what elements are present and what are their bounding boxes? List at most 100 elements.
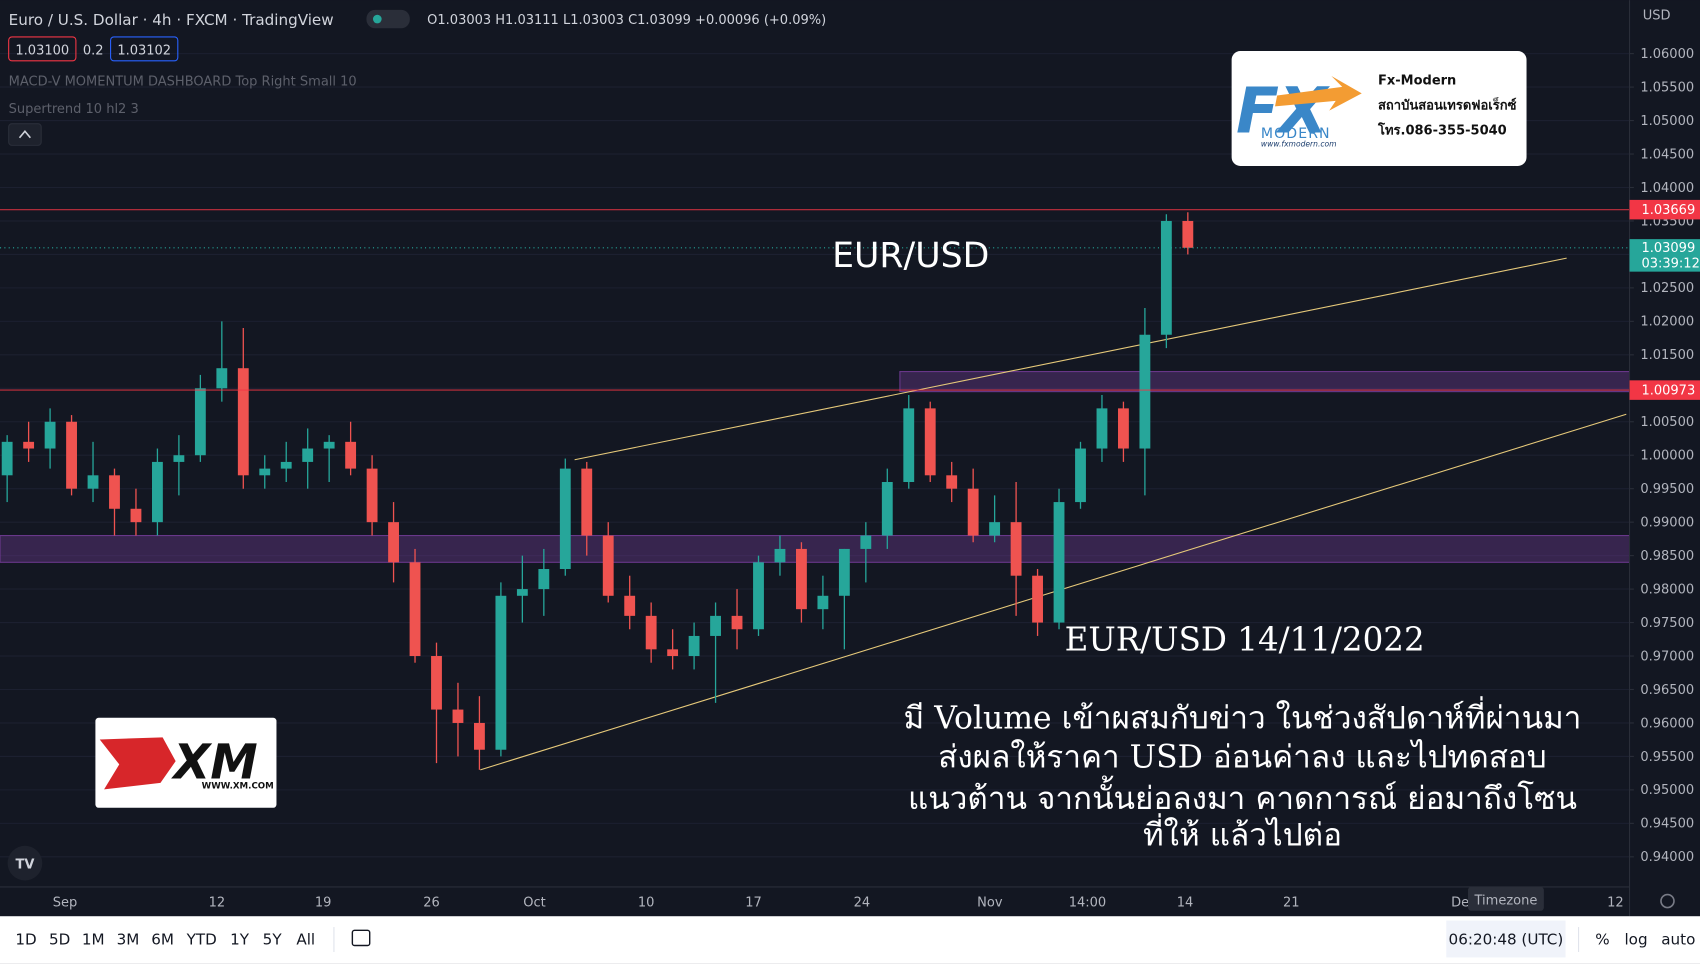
y-tick-label: 0.96500	[1640, 683, 1694, 698]
x-tick-label: 26	[423, 895, 440, 910]
y-tick-label: 1.06000	[1640, 47, 1694, 62]
price-tag	[1629, 380, 1700, 400]
time-axis: Sep 12 19 26 Oct 10 17 24 Nov 14:00 14 21 Dec 12	[53, 895, 1624, 910]
candle-body	[710, 615, 721, 636]
candle-body	[259, 468, 271, 476]
candle-body	[860, 535, 872, 549]
y-tick-label: 1.01500	[1640, 348, 1694, 363]
buy-button[interactable]	[110, 36, 179, 62]
candle-body	[989, 522, 1001, 536]
candle-body	[1, 441, 13, 476]
xm-url: WWW.XM.COM	[202, 781, 274, 791]
x-tick-label: 17	[745, 895, 762, 910]
annotation-date: EUR/USD 14/11/2022	[1065, 621, 1425, 659]
candle-body	[1182, 220, 1194, 248]
candle-body	[345, 441, 357, 469]
candle-body	[1160, 220, 1172, 335]
tv-logo[interactable]	[7, 845, 43, 881]
annotation-line: แนวต้าน จากนั้นย่อลงมา คาดการณ์ ย่อมาถึง…	[908, 775, 1577, 817]
range-button[interactable]: 5Y	[263, 930, 283, 948]
range-button[interactable]: 1D	[15, 930, 36, 948]
indicator[interactable]: Supertrend 10 hl2 3	[9, 102, 139, 117]
currency[interactable]: USD	[1643, 9, 1671, 24]
range-button[interactable]: 1Y	[230, 930, 250, 948]
indicator[interactable]: MACD-V MOMENTUM DASHBOARD Top Right Smal…	[9, 75, 357, 90]
x-tick-label: 19	[315, 895, 332, 910]
candle-body	[1075, 448, 1086, 503]
candle-body	[1032, 575, 1043, 623]
axis-option[interactable]: auto	[1661, 930, 1695, 948]
date-range-icon[interactable]	[351, 929, 371, 947]
candle-body	[87, 475, 99, 489]
candle-body	[152, 461, 163, 523]
candle-body	[602, 535, 614, 596]
axis-option[interactable]: %	[1595, 930, 1609, 948]
clock-box[interactable]	[1446, 920, 1566, 958]
y-tick-label: 0.98000	[1640, 582, 1694, 597]
price-tag-label: 1.03669	[1641, 203, 1695, 218]
fx-arrow	[1275, 75, 1362, 111]
candle-body	[452, 709, 464, 723]
candle-body	[216, 368, 228, 389]
x-tick-label: 12	[209, 895, 226, 910]
candle-body	[388, 522, 399, 563]
candle-body	[1053, 502, 1065, 623]
range-button[interactable]: YTD	[186, 930, 217, 948]
y-tick-label: 0.99500	[1640, 482, 1694, 497]
fx-tagline: สถาบันสอนเทรดฟอเร็กซ์	[1378, 96, 1517, 114]
sell-button[interactable]	[8, 36, 77, 62]
y-tick-label: 0.96000	[1640, 716, 1694, 731]
y-tick-label: 0.97000	[1640, 649, 1694, 664]
x-tick-label: 21	[1283, 895, 1300, 910]
market-status	[366, 9, 410, 29]
candle-body	[946, 475, 958, 489]
y-tick-label: 1.00500	[1640, 415, 1694, 430]
candle-body	[538, 569, 550, 590]
xm-mark: XM	[170, 736, 257, 791]
y-tick-label: 0.94000	[1640, 850, 1694, 865]
candle-body	[516, 589, 528, 596]
x-tick-label: Oct	[523, 895, 545, 910]
collapse-button[interactable]	[8, 123, 42, 146]
y-tick-label: 0.98500	[1640, 549, 1694, 564]
y-tick-label: 1.00000	[1640, 449, 1694, 464]
price-tag-label: 1.00973	[1641, 383, 1695, 398]
fx-logo-box	[1231, 51, 1527, 166]
range-button[interactable]: 5D	[49, 930, 70, 948]
ohlc: O1.03003 H1.03111 L1.03003 C1.03099 +0.0…	[427, 13, 826, 28]
range-button[interactable]: 3M	[117, 930, 140, 948]
candle-body	[624, 595, 636, 616]
bottom-toolbar	[0, 916, 1700, 964]
candle-body	[280, 461, 292, 469]
range-button[interactable]: All	[296, 930, 315, 948]
candle-body	[302, 448, 314, 462]
sell-price[interactable]: 1.03100	[15, 43, 69, 58]
annotation-title: EUR/USD	[832, 236, 989, 276]
candle-body	[474, 722, 485, 750]
candle-body	[194, 388, 206, 456]
price-tag	[1629, 199, 1700, 220]
candle-body	[1096, 408, 1108, 449]
annotation-line: ส่งผลให้ราคา USD อ่อนค่าลง และไปทดสอบ	[938, 739, 1547, 776]
y-tick-label: 1.04500	[1640, 147, 1694, 162]
range-button[interactable]: 1M	[82, 930, 105, 948]
annotation-line: ที่ให้ แล้วไปต่อ	[1143, 813, 1342, 854]
status-dot	[372, 14, 382, 24]
y-tick-label: 1.02000	[1640, 315, 1694, 330]
settings-icon[interactable]	[1660, 893, 1675, 909]
axis-option[interactable]: log	[1624, 930, 1647, 948]
trend-line	[480, 413, 1627, 771]
candle-body	[753, 562, 764, 630]
candle-body	[667, 649, 679, 657]
range-button[interactable]: 6M	[151, 930, 174, 948]
x-tick-label: 14:00	[1069, 895, 1106, 910]
zone	[0, 535, 1631, 563]
y-tick-label: 0.94500	[1640, 817, 1694, 832]
x-tick-label: 12	[1607, 895, 1624, 910]
clock[interactable]: 06:20:48 (UTC)	[1449, 930, 1564, 948]
fx-word: MODERN	[1261, 126, 1331, 142]
buy-price[interactable]: 1.03102	[117, 43, 171, 58]
candle-body	[924, 408, 936, 476]
candle-body	[731, 615, 743, 630]
